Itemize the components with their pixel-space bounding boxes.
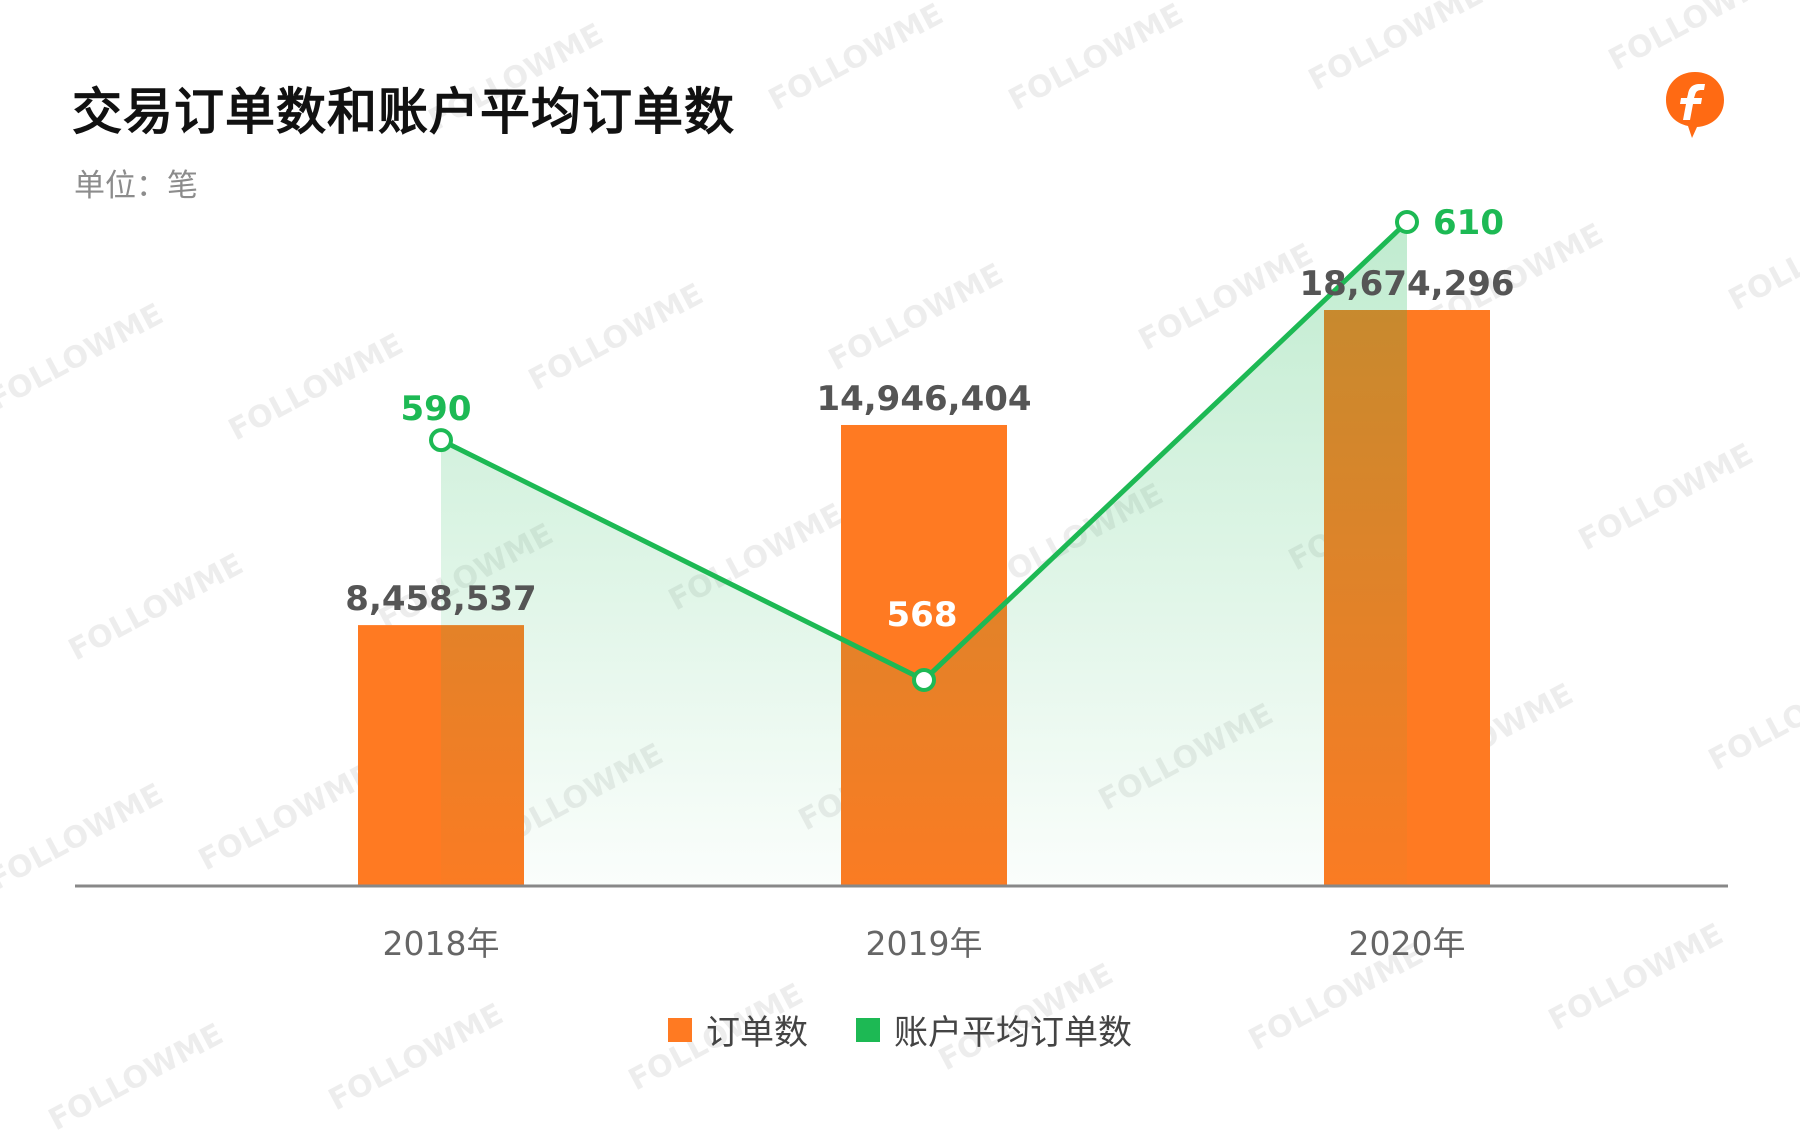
chart-title: 交易订单数和账户平均订单数 <box>72 83 735 141</box>
bar-value-label-2: 18,674,296 <box>1299 264 1514 304</box>
line-value-label-2: 610 <box>1433 203 1504 243</box>
legend-swatch-orders <box>668 1017 692 1042</box>
line-value-label-1: 568 <box>887 595 958 635</box>
legend-label-orders: 订单数 <box>706 1013 808 1053</box>
line-point-1 <box>912 668 936 692</box>
legend-item-avg-orders[interactable]: 账户平均订单数 <box>856 1005 1132 1054</box>
x-tick-label-0: 2018年 <box>383 924 500 963</box>
line-point-0 <box>429 428 453 453</box>
legend-swatch-avg-orders <box>856 1017 880 1042</box>
unit-label: 单位：笔 <box>74 168 198 204</box>
x-tick-label-2: 2020年 <box>1349 924 1466 963</box>
line-point-2 <box>1395 210 1419 234</box>
followme-logo-icon <box>1666 72 1724 138</box>
bar-value-label-0: 8,458,537 <box>345 579 536 619</box>
x-tick-label-1: 2019年 <box>866 924 983 963</box>
line-area-fill <box>441 222 1407 886</box>
bar-value-label-1: 14,946,404 <box>816 379 1031 419</box>
legend: 订单数 账户平均订单数 <box>0 1005 1800 1054</box>
line-value-label-0: 590 <box>401 389 472 429</box>
legend-label-avg-orders: 账户平均订单数 <box>894 1013 1132 1053</box>
legend-item-orders[interactable]: 订单数 <box>668 1005 808 1054</box>
